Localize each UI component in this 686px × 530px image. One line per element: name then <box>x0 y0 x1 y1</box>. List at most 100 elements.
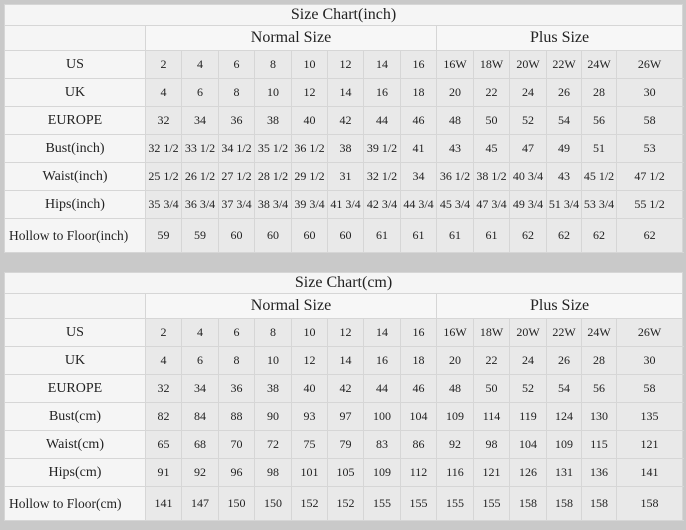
size-value-cell: 20 <box>436 346 474 375</box>
size-value-cell: 36 3/4 <box>181 190 219 219</box>
size-value-cell: 53 <box>615 134 684 163</box>
size-value-cell: 155 <box>400 486 437 521</box>
size-value-cell: 60 <box>218 218 255 253</box>
size-value-cell: 59 <box>145 218 182 253</box>
size-value-cell: 6 <box>181 346 219 375</box>
size-value-cell: 20 <box>436 78 474 107</box>
size-value-cell: 32 1/2 <box>363 162 401 191</box>
size-value-cell: 109 <box>436 402 474 431</box>
size-value-cell: 109 <box>363 458 401 487</box>
size-value-cell: 83 <box>363 430 401 459</box>
size-value-cell: 24W <box>581 318 617 347</box>
table-row: Hips(inch) 35 3/4 36 3/4 37 3/4 38 3/4 39 3/4… <box>4 190 684 219</box>
size-value-cell: 116 <box>436 458 474 487</box>
size-value-cell: 51 <box>581 134 617 163</box>
table-row: Bust(cm) 82 84 88 90 93 97 100 104 109 114 119 124 13… <box>4 402 684 431</box>
size-value-cell: 16 <box>400 50 437 79</box>
row-label: US <box>4 50 146 79</box>
size-value-cell: 32 <box>145 374 182 403</box>
size-value-cell: 147 <box>181 486 219 521</box>
size-value-cell: 29 1/2 <box>291 162 328 191</box>
size-value-cell: 12 <box>291 78 328 107</box>
size-value-cell: 98 <box>473 430 510 459</box>
chart-title: Size Chart(cm) <box>3 272 684 294</box>
table-row: UK 4 6 8 10 12 14 16 18 20 22 24 26 28 30 <box>4 346 684 375</box>
size-value-cell: 8 <box>254 318 292 347</box>
size-value-cell: 34 <box>181 374 219 403</box>
table-row: Waist(inch) 25 1/2 26 1/2 27 1/2 28 1/2 29 1/… <box>4 162 684 191</box>
size-value-cell: 155 <box>436 486 474 521</box>
size-value-cell: 60 <box>254 218 292 253</box>
size-value-cell: 37 3/4 <box>218 190 255 219</box>
row-label: EUROPE <box>4 106 146 135</box>
size-value-cell: 28 <box>581 346 617 375</box>
size-value-cell: 41 <box>400 134 437 163</box>
size-value-cell: 58 <box>615 106 684 135</box>
row-label: UK <box>4 78 146 107</box>
size-value-cell: 155 <box>473 486 510 521</box>
size-value-cell: 96 <box>218 458 255 487</box>
size-value-cell: 4 <box>181 50 219 79</box>
size-value-cell: 24 <box>509 346 547 375</box>
table-row: Hips(cm) 91 92 96 98 101 105 109 112 116 121 126 131… <box>4 458 684 487</box>
title-row: Size Chart(inch) <box>3 4 684 26</box>
size-value-cell: 39 3/4 <box>291 190 328 219</box>
size-chart-inch: Size Chart(inch) Normal Size Plus Size US 2 4… <box>3 4 684 253</box>
group-header-row: Normal Size Plus Size <box>4 25 684 51</box>
size-value-cell: 20W <box>509 50 547 79</box>
group-header-row: Normal Size Plus Size <box>4 293 684 319</box>
size-value-cell: 27 1/2 <box>218 162 255 191</box>
size-value-cell: 46 <box>400 106 437 135</box>
size-table: Size Chart(inch) Normal Size Plus Size US 2 4… <box>3 4 684 253</box>
size-value-cell: 93 <box>291 402 328 431</box>
size-value-cell: 22 <box>473 78 510 107</box>
size-value-cell: 62 <box>546 218 582 253</box>
size-value-cell: 75 <box>291 430 328 459</box>
size-value-cell: 40 <box>291 106 328 135</box>
size-value-cell: 100 <box>363 402 401 431</box>
size-value-cell: 2 <box>145 318 182 347</box>
size-value-cell: 22W <box>546 318 582 347</box>
size-value-cell: 46 <box>400 374 437 403</box>
size-value-cell: 12 <box>327 50 364 79</box>
size-value-cell: 38 <box>327 134 364 163</box>
size-value-cell: 60 <box>291 218 328 253</box>
row-label: Hollow to Floor(inch) <box>4 218 146 253</box>
size-value-cell: 65 <box>145 430 182 459</box>
size-value-cell: 20W <box>509 318 547 347</box>
row-label: Bust(inch) <box>4 134 146 163</box>
size-value-cell: 10 <box>291 318 328 347</box>
size-value-cell: 26 1/2 <box>181 162 219 191</box>
size-value-cell: 59 <box>181 218 219 253</box>
size-value-cell: 52 <box>509 106 547 135</box>
size-value-cell: 30 <box>615 78 684 107</box>
size-value-cell: 26W <box>615 318 684 347</box>
size-value-cell: 24 <box>509 78 547 107</box>
size-value-cell: 158 <box>615 486 684 521</box>
size-value-cell: 141 <box>615 458 684 487</box>
row-label: Bust(cm) <box>4 402 146 431</box>
size-value-cell: 45 3/4 <box>436 190 474 219</box>
size-value-cell: 40 3/4 <box>509 162 547 191</box>
size-value-cell: 70 <box>218 430 255 459</box>
size-value-cell: 38 3/4 <box>254 190 292 219</box>
size-value-cell: 26W <box>615 50 684 79</box>
size-value-cell: 4 <box>145 78 182 107</box>
size-value-cell: 34 1/2 <box>218 134 255 163</box>
size-value-cell: 50 <box>473 106 510 135</box>
size-value-cell: 45 <box>473 134 510 163</box>
table-row: EUROPE 32 34 36 38 40 42 44 46 48 50 52 54 56 58 <box>4 374 684 403</box>
size-value-cell: 53 3/4 <box>581 190 617 219</box>
size-value-cell: 16 <box>363 78 401 107</box>
size-value-cell: 135 <box>615 402 684 431</box>
group-normal-size: Normal Size <box>145 293 437 319</box>
corner-cell <box>4 25 146 51</box>
group-plus-size: Plus Size <box>435 293 684 319</box>
size-value-cell: 4 <box>181 318 219 347</box>
row-label: Hips(cm) <box>4 458 146 487</box>
size-value-cell: 14 <box>327 346 364 375</box>
size-value-cell: 24W <box>581 50 617 79</box>
size-value-cell: 8 <box>218 346 255 375</box>
size-value-cell: 14 <box>363 318 401 347</box>
size-value-cell: 61 <box>436 218 474 253</box>
